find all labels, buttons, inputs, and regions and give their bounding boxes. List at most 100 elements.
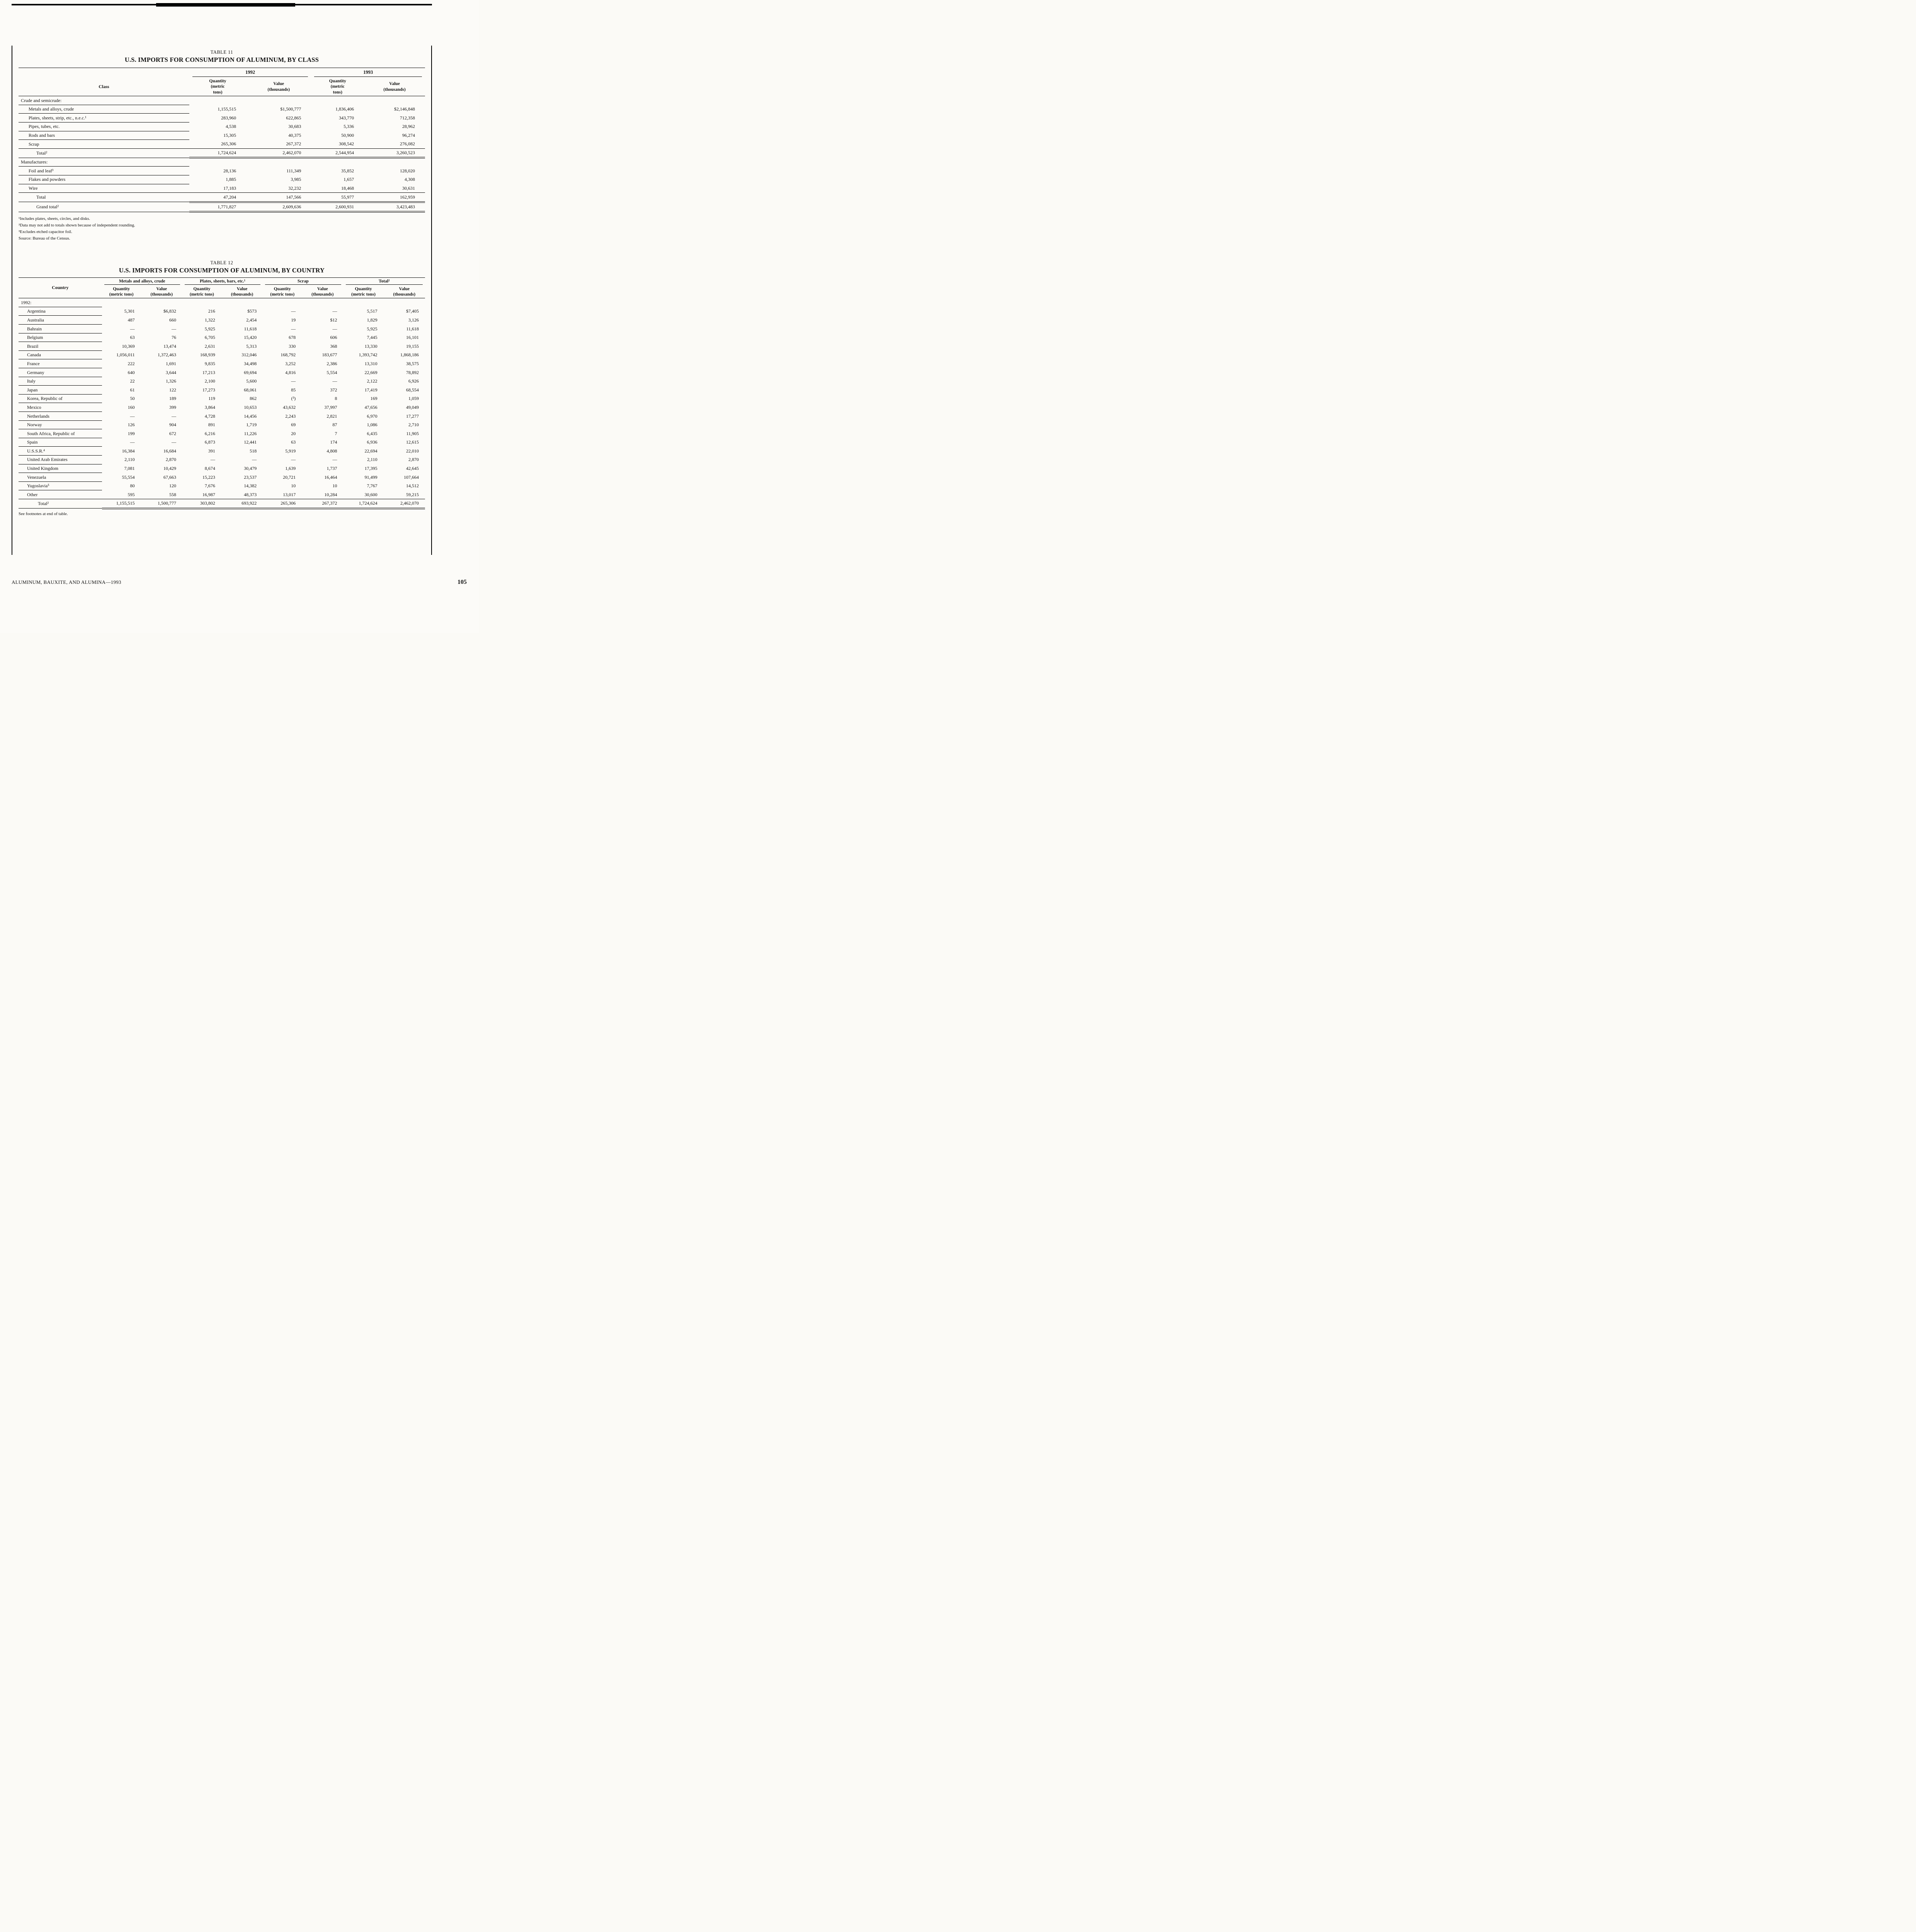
row-label: Canada [19, 350, 102, 360]
cell-value: 2,870 [165, 457, 176, 463]
value-header-scrap: Value (thousands) [302, 285, 343, 299]
cell-value: 4,538 [226, 124, 236, 129]
cell-value: 2,122 [367, 378, 377, 384]
cell-value: — [130, 413, 135, 419]
cell-value: — [332, 457, 337, 463]
row-label: South Africa, Republic of [19, 429, 102, 438]
quantity-header-total: Quantity (metric tons) [343, 285, 384, 299]
table-row: Korea, Republic of 50 189 119 862 (³) 8 169 1,05… [19, 394, 425, 403]
section-row: Crude and semicrude: [19, 96, 425, 105]
cell-value: 222 [128, 361, 135, 366]
cell-value: 20 [291, 430, 296, 436]
row-label: Metals and alloys, crude [19, 105, 189, 114]
table-row: Netherlands — — 4,728 14,456 2,243 2,821 6,970 1… [19, 412, 425, 421]
cell-value: 50,900 [341, 133, 354, 138]
cell-value: 91,499 [364, 474, 377, 480]
table-row: U.S.S.R.⁴ 16,384 16,684 391 518 5,919 4,808 22,… [19, 446, 425, 456]
table-row: Yugoslavia⁵ 80 120 7,676 14,382 10 10 7,767 14,5… [19, 481, 425, 491]
cell-value: — [171, 439, 176, 445]
row-label: Foil and leaf³ [19, 166, 189, 175]
table12-note: See footnotes at end of table. [19, 511, 68, 516]
cell-value: 13,017 [283, 492, 296, 497]
table-11: 1992 1993 Class Quantity (metric tons) V… [19, 68, 425, 213]
row-label: Plates, sheets, strip, etc., n.e.c.¹ [19, 113, 189, 122]
row-label: Mexico [19, 403, 102, 412]
country-column-header: Country [19, 277, 102, 299]
cell-value: 47,204 [189, 192, 247, 203]
cell-value: 3,985 [291, 177, 301, 182]
cell-value: 1,737 [326, 466, 337, 471]
cell-value: 147,566 [246, 192, 311, 203]
cell-value: 265,306 [221, 141, 236, 147]
cell-value: 5,554 [326, 369, 337, 375]
cell-value: 2,100 [204, 378, 215, 384]
cell-value: 37,997 [324, 404, 337, 410]
row-label: Spain [19, 438, 102, 447]
cell-value: 5,517 [367, 308, 377, 314]
class-column-header: Class [19, 78, 189, 97]
cell-value: 34,498 [244, 361, 257, 366]
cell-value: 5,313 [246, 343, 257, 349]
cell-value: 61 [130, 387, 135, 393]
cell-value: 558 [169, 492, 176, 497]
cell-value: 13,310 [364, 361, 377, 366]
group-metals-crude: Metals and alloys, crude [102, 277, 182, 286]
cell-value: 162,959 [364, 192, 425, 203]
year-header-row: 1992 1993 [19, 68, 425, 78]
cell-value: 372 [330, 387, 337, 393]
cell-value: 32,232 [288, 185, 301, 191]
cell-value: 22,694 [364, 448, 377, 454]
value-header-plates: Value (thousands) [221, 285, 263, 299]
cell-value: 67,663 [163, 474, 176, 480]
cell-value: 11,905 [406, 430, 419, 436]
cell-value: 5,925 [204, 326, 215, 332]
cell-value: 518 [250, 448, 257, 454]
cell-value: 16,384 [122, 448, 135, 454]
cell-value: 678 [289, 335, 296, 340]
cell-value: 13,474 [163, 343, 176, 349]
cell-value: 2,386 [326, 361, 337, 366]
table-row: Venezuela 55,554 67,663 15,223 23,537 20,721 1… [19, 473, 425, 482]
group-label-metals-crude: Metals and alloys, crude [104, 279, 180, 285]
cell-value: 7,081 [124, 466, 135, 471]
cell-value: 1,868,186 [400, 352, 419, 358]
cell-value: 1,724,624 [189, 148, 247, 159]
cell-value: 30,631 [402, 185, 415, 191]
cell-value: 30,479 [244, 466, 257, 471]
table-row: Italy 22 1,326 2,100 5,600 — — 2,122 6,926 [19, 377, 425, 386]
value-header-metals: Value (thousands) [141, 285, 182, 299]
cell-value: 16,101 [406, 335, 419, 340]
cell-value: 2,243 [285, 413, 296, 419]
group-scrap: Scrap [263, 277, 343, 286]
cell-value: 107,664 [404, 474, 419, 480]
cell-value: 1,500,777 [141, 498, 182, 509]
row-label: Venezuela [19, 473, 102, 482]
row-label: Germany [19, 368, 102, 377]
cell-value: 1,372,463 [157, 352, 176, 358]
year-label-1992: 1992 [192, 69, 308, 77]
table-row: United Kingdom 7,081 10,429 8,674 30,479 1,63… [19, 464, 425, 473]
cell-value: 14,456 [244, 413, 257, 419]
cell-value: 96,274 [402, 133, 415, 138]
cell-value: — [171, 326, 176, 332]
row-label: Total² [19, 499, 102, 509]
cell-value: 50 [130, 396, 135, 401]
table-row: Metals and alloys, crude 1,155,515 $1,500,… [19, 105, 425, 114]
total-row: Total² 1,155,515 1,500,777 303,802 693,922 26… [19, 498, 425, 509]
cell-value: $6,832 [163, 308, 176, 314]
cell-value: 4,808 [326, 448, 337, 454]
table11-caption: TABLE 11 [210, 49, 233, 55]
cell-value: 16,464 [324, 474, 337, 480]
quantity-header-metals: Quantity (metric tons) [102, 285, 141, 299]
row-label: Total² [19, 148, 189, 158]
cell-value: 10 [291, 483, 296, 489]
cell-value: 183,677 [322, 352, 337, 358]
table-12: Country Metals and alloys, crude Plates,… [19, 277, 425, 509]
table-row: Spain — — 6,873 12,441 63 174 6,936 12,615 [19, 438, 425, 447]
table-row: Australia 487 660 1,322 2,454 19 $12 1,829 3,126 [19, 315, 425, 325]
table-row: South Africa, Republic of 199 672 6,216 11,2… [19, 429, 425, 438]
group-label-total: Total² [345, 279, 423, 285]
cell-value: 3,864 [204, 404, 215, 410]
cell-value: 1,829 [367, 317, 377, 323]
cell-value: 3,260,523 [364, 148, 425, 159]
